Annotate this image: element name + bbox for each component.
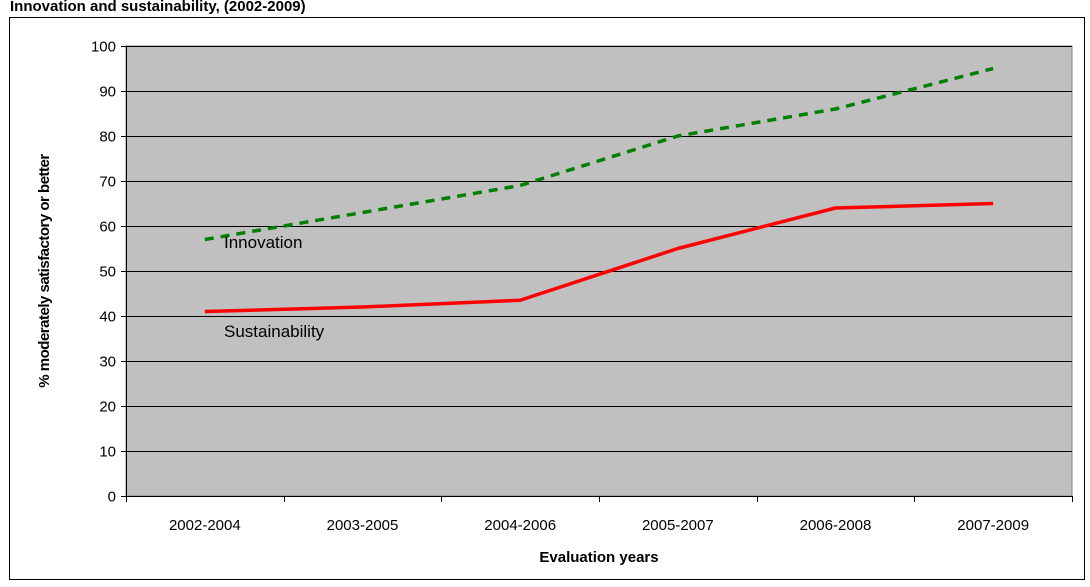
chart-title: Innovation and sustainability, (2002-200… bbox=[10, 0, 306, 15]
series-lines bbox=[204, 66, 994, 314]
series-line-innovation bbox=[204, 66, 994, 242]
y-tick-label: 90 bbox=[99, 84, 116, 101]
y-tick-label: 40 bbox=[99, 309, 116, 326]
y-axis-title: % moderately satisfactory or better bbox=[36, 154, 53, 388]
series-labels: Innovation Sustainability bbox=[224, 233, 325, 341]
x-tick-label: 2005-2007 bbox=[642, 517, 714, 534]
x-tick-label: 2002-2004 bbox=[169, 517, 241, 534]
y-tick-label: 50 bbox=[99, 264, 116, 281]
y-tick-label: 10 bbox=[99, 444, 116, 461]
x-tick-label: 2006-2008 bbox=[800, 517, 872, 534]
x-axis-title: Evaluation years bbox=[539, 549, 658, 566]
y-tick-label: 60 bbox=[99, 219, 116, 236]
series-line-sustainability bbox=[204, 201, 994, 314]
y-tick-label: 20 bbox=[99, 399, 116, 416]
series-label-sustainability: Sustainability bbox=[224, 322, 325, 341]
y-tick-label: 30 bbox=[99, 354, 116, 371]
y-tick-label: 80 bbox=[99, 129, 116, 146]
y-tick-label: 100 bbox=[91, 39, 116, 56]
x-tick-label: 2003-2005 bbox=[327, 517, 399, 534]
x-tick-label: 2004-2006 bbox=[484, 517, 556, 534]
x-tick-label: 2007-2009 bbox=[957, 517, 1029, 534]
gridlines bbox=[126, 46, 1072, 452]
series-label-innovation: Innovation bbox=[224, 233, 302, 252]
y-tick-label: 70 bbox=[99, 174, 116, 191]
axes: 0 10 20 30 40 50 60 70 80 90 100 2002-2004 2003-2005… bbox=[91, 39, 1073, 534]
y-tick-label: 0 bbox=[108, 489, 116, 506]
